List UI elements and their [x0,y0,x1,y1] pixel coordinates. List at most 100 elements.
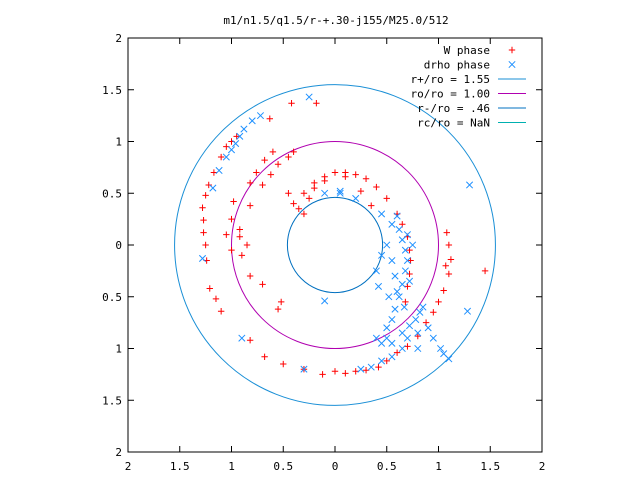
y-tick-label-6: 1 [115,343,122,356]
w-phase-point-19 [261,353,268,360]
drho-phase-point-10 [198,254,207,263]
drho-phase-point-63 [357,365,365,373]
w-phase-point-34 [435,298,442,306]
x-tick-label-6: 1 [435,460,442,473]
w-phase-point-20 [280,360,287,368]
w-phase-point-59 [246,179,254,187]
drho-phase-point-6 [227,146,236,154]
drho-phase-point-47 [393,288,401,296]
drho-phase-point-29 [395,293,403,301]
w-phase-point-13 [202,241,209,249]
w-phase-point-11 [200,216,207,224]
w-phase-point-49 [277,298,285,306]
w-phase-point-63 [236,226,243,233]
x-tick-label-7: 1.5 [480,460,500,473]
w-phase-point-86 [311,184,318,192]
w-phase-point-28 [383,357,390,365]
drho-phase-point-60 [388,353,396,361]
drho-phase-point-44 [383,241,391,249]
circle-2 [286,196,384,294]
legend-label-3: ro/ro = 1.00 [411,88,490,101]
y-tick-label-5: 0.5 [102,291,122,304]
drho-phase-point-62 [367,363,375,371]
w-phase-point-84 [402,298,409,306]
w-phase-point-47 [259,281,266,288]
w-phase-point-73 [352,171,359,178]
drho-phase-point-35 [372,334,380,342]
w-phase-point-22 [319,371,326,378]
w-phase-point-2 [266,115,273,122]
w-phase-point-29 [393,349,401,356]
w-phase-point-75 [373,183,380,191]
w-phase-point-90 [368,202,375,209]
w-phase-point-62 [269,148,277,156]
drho-phase-point-5 [232,140,240,148]
w-phase-point-44 [228,246,235,254]
w-phase-point-52 [238,252,246,259]
drho-phase-point-19 [321,297,329,305]
y-tick-label-7: 1.5 [102,394,122,407]
w-phase-point-1 [288,100,295,107]
w-phase-point-9 [202,192,209,199]
drho-phase-point-18 [352,194,360,202]
drho-phase-point-7 [222,153,230,161]
w-phase-point-83 [404,283,411,290]
w-phase-point-46 [246,272,254,280]
x-tick-label-4: 0 [332,460,339,473]
w-phase-point-32 [422,319,430,326]
w-phase-point-88 [342,173,349,180]
w-phase-point-6 [217,153,225,161]
w-phase-point-53 [246,202,254,209]
x-tick-label-1: 1.5 [170,460,190,473]
drho-phase-point-51 [400,303,408,311]
drho-phase-point-66 [385,293,393,301]
w-phase-point-33 [430,309,437,316]
drho-phase-point-36 [388,339,396,347]
drho-phase-point-43 [378,251,386,259]
w-phase-point-18 [246,337,254,344]
y-tick-label-2: 1 [115,136,122,149]
w-phase-point-31 [414,332,421,340]
data-points [198,93,489,378]
drho-phase-point-38 [405,322,414,330]
w-phase-point-25 [352,368,359,375]
drho-phase-point-31 [388,315,396,324]
w-phase-point-39 [442,262,449,269]
circle-1 [231,141,439,349]
w-phase-point-7 [210,169,218,176]
drho-phase-point-0 [305,93,313,101]
circle-0 [174,84,496,406]
drho-phase-point-45 [388,256,396,265]
drho-phase-point-58 [414,344,422,353]
w-phase-point-81 [407,257,414,264]
drho-phase-point-55 [429,334,437,342]
w-phase-point-68 [305,195,313,202]
drho-phase-point-32 [383,324,391,332]
w-phase-point-15 [206,285,213,292]
w-phase-point-51 [243,241,251,249]
drho-phase-point-61 [378,357,386,365]
drho-phase-point-50 [405,277,414,285]
legend-key-0 [508,46,516,54]
drho-phase-point-53 [414,329,422,337]
w-phase-point-36 [445,270,453,278]
drho-phase-point-30 [391,305,399,313]
y-tick-label-4: 0 [115,239,122,252]
reference-circles [174,84,496,406]
x-tick-label-3: 0.5 [273,460,293,473]
drho-phase-point-3 [240,125,248,133]
w-phase-point-42 [228,215,235,223]
y-tick-label-0: 2 [115,32,122,45]
drho-phase-point-56 [440,350,448,358]
w-phase-point-35 [440,287,447,294]
y-tick-label-3: 0.5 [102,187,122,200]
drho-phase-point-11 [238,334,246,342]
legend-key-1 [508,60,516,69]
drho-phase-point-57 [437,344,445,353]
drho-phase-point-64 [336,187,344,195]
drho-phase-point-27 [401,267,409,275]
drho-phase-point-4 [236,132,244,140]
x-tick-label-0: 2 [125,460,132,473]
drho-phase-point-23 [395,225,403,234]
